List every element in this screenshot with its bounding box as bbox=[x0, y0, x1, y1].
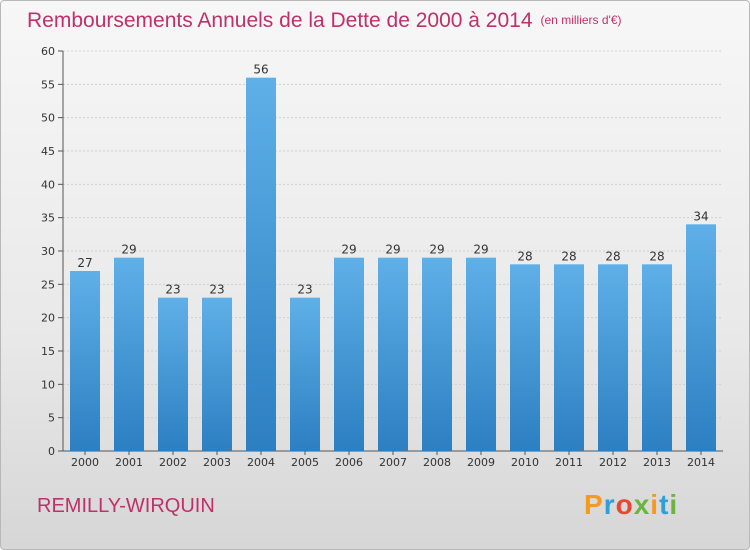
proxiti-logo: Proxiti bbox=[584, 489, 678, 521]
x-tick-label: 2001 bbox=[115, 456, 143, 469]
bar bbox=[686, 224, 716, 451]
chart-title: Remboursements Annuels de la Dette de 20… bbox=[27, 9, 622, 33]
bar-value-label: 29 bbox=[385, 243, 400, 257]
bar-value-label: 56 bbox=[253, 63, 268, 77]
x-tick-label: 2011 bbox=[555, 456, 583, 469]
bar-value-label: 28 bbox=[517, 249, 532, 263]
logo-letter: o bbox=[615, 489, 634, 520]
x-tick-label: 2005 bbox=[291, 456, 319, 469]
chart-subtitle: (en milliers d'€) bbox=[540, 13, 622, 27]
logo-letter: i bbox=[650, 489, 660, 520]
bar-value-label: 23 bbox=[209, 283, 224, 297]
bar bbox=[554, 264, 584, 451]
bar bbox=[466, 257, 496, 451]
logo-letter: i bbox=[669, 489, 679, 520]
bar bbox=[202, 297, 232, 451]
bar-value-label: 28 bbox=[561, 249, 576, 263]
bar bbox=[378, 257, 408, 451]
chart-title-text: Remboursements Annuels de la Dette de 20… bbox=[27, 9, 533, 32]
bar-value-label: 29 bbox=[473, 243, 488, 257]
x-tick-label: 2002 bbox=[159, 456, 187, 469]
bar bbox=[114, 257, 144, 451]
x-tick-label: 2004 bbox=[247, 456, 275, 469]
y-tick-label: 15 bbox=[41, 345, 55, 358]
commune-name: REMILLY-WIRQUIN bbox=[37, 495, 215, 517]
y-tick-label: 5 bbox=[48, 412, 55, 425]
bar-value-label: 23 bbox=[297, 283, 312, 297]
y-tick-label: 55 bbox=[41, 78, 55, 91]
bar-value-label: 23 bbox=[165, 283, 180, 297]
y-tick-label: 35 bbox=[41, 212, 55, 225]
x-tick-label: 2008 bbox=[423, 456, 451, 469]
y-tick-label: 0 bbox=[48, 445, 55, 458]
x-tick-label: 2013 bbox=[643, 456, 671, 469]
bar bbox=[290, 297, 320, 451]
bar-value-label: 29 bbox=[429, 243, 444, 257]
y-tick-label: 25 bbox=[41, 278, 55, 291]
y-tick-label: 20 bbox=[41, 312, 55, 325]
y-tick-label: 45 bbox=[41, 145, 55, 158]
x-tick-label: 2007 bbox=[379, 456, 407, 469]
bar-value-label: 27 bbox=[77, 256, 92, 270]
x-tick-label: 2010 bbox=[511, 456, 539, 469]
x-tick-label: 2003 bbox=[203, 456, 231, 469]
x-tick-label: 2014 bbox=[687, 456, 715, 469]
bar-value-label: 29 bbox=[341, 243, 356, 257]
bar bbox=[158, 297, 188, 451]
y-tick-label: 30 bbox=[41, 245, 55, 258]
bar bbox=[510, 264, 540, 451]
bar bbox=[642, 264, 672, 451]
y-tick-label: 10 bbox=[41, 378, 55, 391]
bar bbox=[334, 257, 364, 451]
x-tick-label: 2000 bbox=[71, 456, 99, 469]
y-tick-label: 40 bbox=[41, 178, 55, 191]
bar-value-label: 28 bbox=[605, 249, 620, 263]
y-tick-label: 60 bbox=[41, 45, 55, 58]
bar-value-label: 28 bbox=[649, 249, 664, 263]
y-tick-label: 50 bbox=[41, 112, 55, 125]
logo-letter: r bbox=[603, 489, 616, 520]
bar bbox=[246, 77, 276, 452]
bar-value-label: 34 bbox=[693, 209, 708, 223]
x-tick-label: 2012 bbox=[599, 456, 627, 469]
logo-letter: P bbox=[584, 489, 604, 520]
x-tick-label: 2006 bbox=[335, 456, 363, 469]
bar bbox=[598, 264, 628, 451]
bar bbox=[70, 271, 100, 451]
x-tick-label: 2009 bbox=[467, 456, 495, 469]
bar bbox=[422, 257, 452, 451]
logo-letter: x bbox=[633, 489, 651, 520]
logo-letter: t bbox=[659, 489, 670, 520]
bar-value-label: 29 bbox=[121, 243, 136, 257]
